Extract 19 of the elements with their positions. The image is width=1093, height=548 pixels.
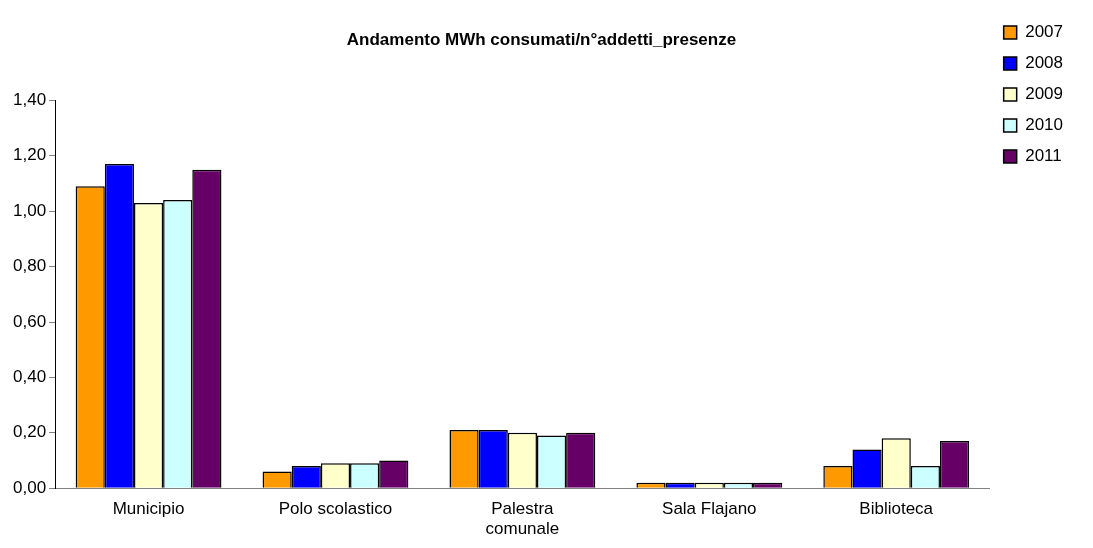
y-tick-label: 0,20 (12, 422, 47, 442)
legend-label: 2007 (1025, 22, 1064, 42)
legend-label: 2010 (1025, 115, 1064, 135)
chart-title: Andamento MWh consumati/n°addetti_presenze (346, 29, 737, 49)
x-tick-label: Polo scolastico (278, 499, 393, 519)
y-tick-label: 0,00 (12, 477, 47, 497)
y-tick-label: 1,00 (12, 200, 47, 220)
legend-label: 2008 (1025, 53, 1064, 73)
x-tick-label: Palestra comunale (485, 499, 560, 539)
x-tick-label: Municipio (112, 499, 185, 519)
y-tick-label: 0,60 (12, 311, 47, 331)
legend-label: 2009 (1025, 84, 1064, 104)
legend-label: 2011 (1025, 146, 1062, 166)
y-tick-label: 0,80 (12, 256, 47, 276)
y-tick-label: 0,40 (12, 367, 47, 387)
y-tick-label: 1,40 (12, 90, 47, 110)
y-tick-label: 1,20 (12, 145, 47, 165)
x-tick-label: Biblioteca (859, 499, 934, 519)
x-tick-label: Sala Flajano (662, 499, 757, 519)
